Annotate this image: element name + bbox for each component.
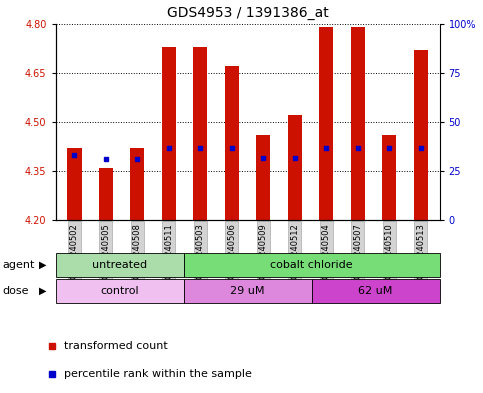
Text: agent: agent [2,260,35,270]
Bar [351,27,365,220]
Text: control: control [100,286,139,296]
Bar [225,66,239,220]
Bar [184,279,312,303]
Bar [162,46,176,220]
Text: 62 uM: 62 uM [358,286,393,296]
Bar [288,115,302,220]
Text: 29 uM: 29 uM [230,286,265,296]
Bar [56,253,184,277]
Bar [256,135,270,220]
Bar [130,148,144,220]
Bar [413,50,428,220]
Text: cobalt chloride: cobalt chloride [270,260,353,270]
Bar [382,135,396,220]
Bar [67,148,82,220]
Title: GDS4953 / 1391386_at: GDS4953 / 1391386_at [167,6,328,20]
Bar [99,168,113,220]
Bar [319,27,333,220]
Text: untreated: untreated [92,260,147,270]
Text: transformed count: transformed count [64,341,167,351]
Bar [184,253,440,277]
Bar [193,46,207,220]
Text: percentile rank within the sample: percentile rank within the sample [64,369,252,378]
Bar [312,279,440,303]
Text: dose: dose [2,286,29,296]
Bar [56,279,184,303]
Text: ▶: ▶ [39,286,46,296]
Text: ▶: ▶ [39,260,46,270]
